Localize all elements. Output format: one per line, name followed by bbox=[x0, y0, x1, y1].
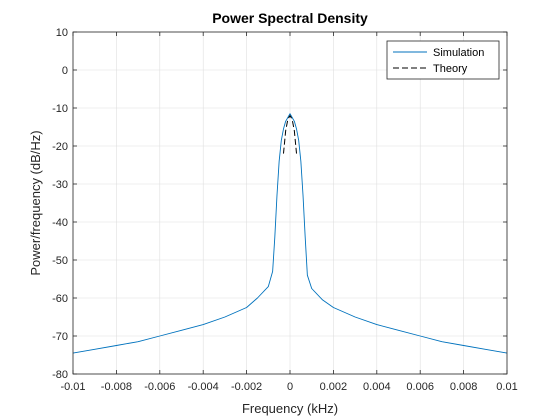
legend-box bbox=[386, 40, 500, 80]
x-tick-label: -0.004 bbox=[188, 381, 219, 393]
y-tick-label: -40 bbox=[52, 217, 68, 229]
legend: Simulation Theory bbox=[386, 40, 500, 80]
x-tick-label: 0 bbox=[287, 381, 293, 393]
y-tick-label: -10 bbox=[52, 103, 68, 115]
x-tick-label: 0.01 bbox=[496, 381, 517, 393]
y-tick-labels: -80 -70 -60 -50 -40 -30 -20 -10 0 10 bbox=[52, 27, 68, 381]
x-tick-label: -0.01 bbox=[60, 381, 85, 393]
x-tick-label: 0.002 bbox=[320, 381, 348, 393]
y-tick-label: 10 bbox=[56, 27, 68, 39]
y-tick-label: -30 bbox=[52, 179, 68, 191]
chart-title: Power Spectral Density bbox=[212, 10, 368, 26]
x-tick-label: -0.008 bbox=[101, 381, 132, 393]
x-axis-label: Frequency (kHz) bbox=[242, 401, 338, 416]
y-tick-label: -80 bbox=[52, 369, 68, 381]
x-tick-label: 0.004 bbox=[363, 381, 391, 393]
y-tick-label: -50 bbox=[52, 255, 68, 267]
series-layer bbox=[72, 113, 508, 354]
x-tick-label: -0.006 bbox=[144, 381, 175, 393]
x-tick-label: 0.008 bbox=[450, 381, 478, 393]
tick-marks bbox=[72, 31, 508, 375]
legend-label-theory: Theory bbox=[433, 63, 468, 75]
y-tick-label: -70 bbox=[52, 331, 68, 343]
y-tick-label: -20 bbox=[52, 141, 68, 153]
series-line-theory bbox=[282, 115, 298, 154]
x-tick-labels: -0.01 -0.008 -0.006 -0.004 -0.002 0 0.002 0.004… bbox=[60, 381, 517, 393]
x-tick-label: -0.002 bbox=[231, 381, 262, 393]
series-line-simulation bbox=[72, 113, 508, 354]
y-tick-label: -60 bbox=[52, 293, 68, 305]
x-tick-label: 0.006 bbox=[406, 381, 434, 393]
y-tick-label: 0 bbox=[62, 65, 68, 77]
y-axis-label: Power/frequency (dB/Hz) bbox=[28, 130, 43, 275]
legend-label-simulation: Simulation bbox=[433, 47, 484, 59]
